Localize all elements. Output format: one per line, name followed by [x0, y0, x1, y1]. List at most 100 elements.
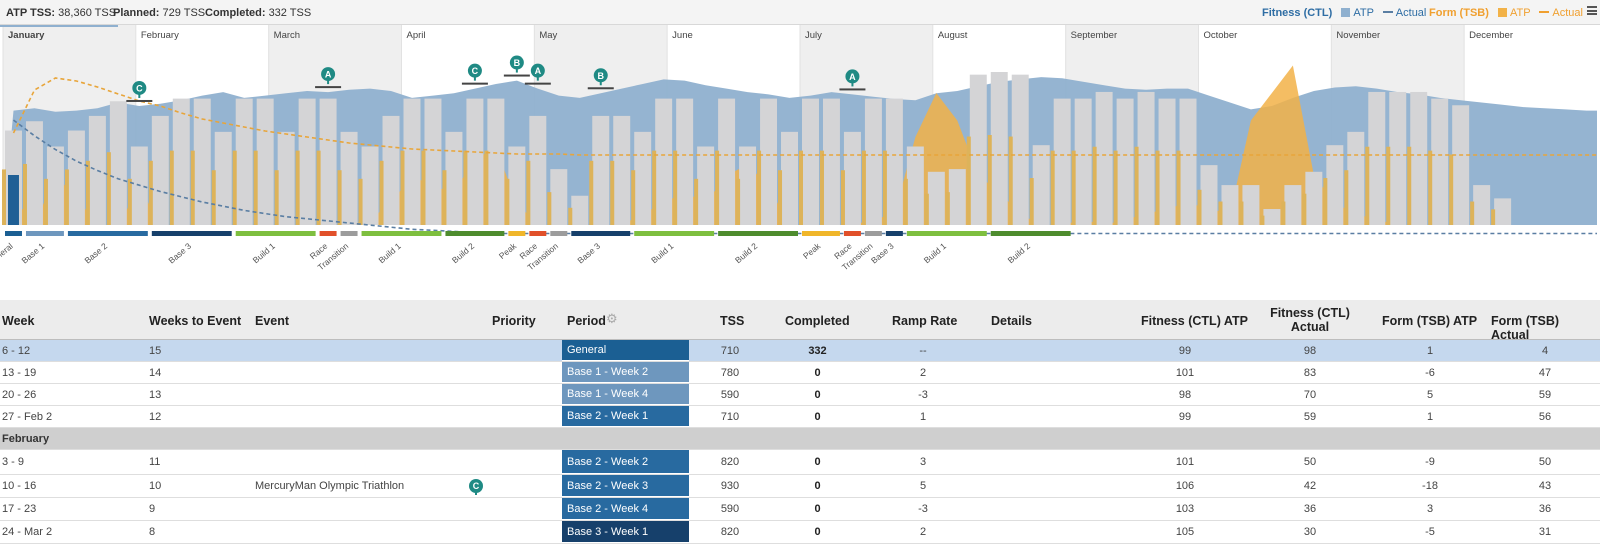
cell-ctl-actual: 83 [1303, 366, 1317, 379]
table-row[interactable]: 10 - 16 10 MercuryMan Olympic Triathlon 930… [0, 475, 1600, 498]
week-tsb-bar [316, 150, 321, 225]
week-tsb-bar [1050, 150, 1055, 225]
header-tsb-atp[interactable]: Form (TSB) ATP [1382, 314, 1478, 328]
week-tsb-bar [505, 178, 510, 225]
cell-period[interactable]: Base 1 - Week 4 [562, 384, 689, 405]
cell-period[interactable]: General [562, 340, 689, 361]
event-priority-label: C [136, 83, 143, 93]
month-group-row[interactable]: February [0, 428, 1600, 450]
week-tss-bar [298, 98, 316, 225]
header-tss[interactable]: TSS [720, 314, 745, 328]
week-tss-bar [1389, 91, 1407, 226]
header-week[interactable]: Week [2, 314, 35, 328]
cell-ramp: -3 [918, 388, 928, 401]
cell-weeks-to-event: 13 [149, 388, 162, 401]
period-strip-segment [151, 231, 232, 236]
event-marker-base [524, 82, 551, 85]
week-tsb-bar [736, 178, 741, 225]
week-tss-bar [592, 115, 610, 225]
header-ctl-actual[interactable]: Fitness (CTL) Actual [1268, 306, 1352, 334]
month-label: April [407, 30, 426, 41]
week-tss-bar [1242, 185, 1260, 225]
period-strip-label: Base 3 [869, 241, 896, 266]
summary-bar: ATP TSS: 38,360 TSS Planned: 729 TSS Com… [0, 0, 1600, 25]
week-tsb-bar [1302, 193, 1307, 225]
week-tss-bar [697, 146, 715, 225]
month-label: March [274, 30, 300, 41]
week-tsb-bar [966, 136, 971, 225]
cell-period[interactable]: Base 2 - Week 1 [562, 406, 689, 427]
cell-ctl-actual: 30 [1303, 526, 1317, 538]
table-row[interactable]: 27 - Feb 2 12 710 0 1 99 59 1 56 Base 2 - Week 1 [0, 406, 1600, 428]
event-priority-label: B [598, 71, 605, 81]
week-tss-bar [1095, 91, 1113, 226]
header-period[interactable]: Period [567, 314, 606, 328]
fitness-atp-legend: ATP [1353, 7, 1374, 19]
cell-ctl-atp: 105 [1175, 526, 1195, 538]
week-tsb-bar [631, 170, 636, 225]
week-tsb-bar [840, 170, 845, 225]
week-tss-bar [969, 74, 987, 225]
table-row[interactable]: 20 - 26 13 590 0 -3 98 70 5 59 Base 1 - Week 4 [0, 384, 1600, 406]
cell-ramp: 2 [919, 526, 927, 538]
week-tss-bar [1179, 98, 1197, 225]
week-tss-bar [46, 146, 64, 225]
header-details[interactable]: Details [991, 314, 1032, 328]
cell-period[interactable]: Base 2 - Week 4 [562, 498, 689, 520]
week-tsb-bar [421, 150, 426, 225]
priority-trophy-icon: C [469, 479, 483, 495]
period-strip-segment [340, 231, 358, 236]
chart-menu-icon[interactable] [1587, 6, 1597, 15]
event-trophy-icon [467, 63, 482, 78]
fitness-legend[interactable]: Fitness (CTL) ATP Actual [1262, 7, 1426, 19]
header-weeks-to-event[interactable]: Weeks to Event [149, 314, 242, 328]
cell-completed: 0 [814, 503, 821, 515]
week-tsb-bar [610, 160, 615, 225]
week-tsb-bar [1260, 215, 1265, 225]
cell-period[interactable]: Base 2 - Week 3 [562, 475, 689, 497]
period-strip-segment [361, 231, 442, 236]
cell-tsb-atp: 1 [1426, 410, 1434, 423]
table-row[interactable]: 3 - 9 11 820 0 3 101 50 -9 50 Base 2 - Week 2 [0, 450, 1600, 475]
event-marker-base [587, 87, 614, 90]
table-row[interactable]: 17 - 23 9 590 0 -3 103 36 3 36 Base 2 - Week 4 [0, 498, 1600, 521]
header-ramp-rate[interactable]: Ramp Rate [892, 314, 958, 328]
planned-value: 729 TSS [162, 7, 206, 19]
header-priority[interactable]: Priority [492, 314, 536, 328]
cell-week: 6 - 12 [2, 344, 31, 357]
table-row[interactable]: 13 - 19 14 780 0 2 101 83 -6 47 Base 1 - Week 2 [0, 362, 1600, 384]
event-priority-label: B [514, 58, 521, 68]
period-strip-segment [906, 231, 987, 236]
header-event[interactable]: Event [255, 314, 290, 328]
week-tss-bar [1116, 98, 1134, 225]
form-legend[interactable]: Form (TSB) ATP Actual [1429, 7, 1583, 19]
week-tsb-bar [1134, 146, 1139, 225]
week-tsb-bar [64, 169, 69, 225]
week-tsb-bar [1449, 154, 1454, 225]
period-strip-segment [885, 231, 903, 236]
table-row[interactable]: 6 - 12 15 710 332 -- 99 98 1 4 General [0, 340, 1600, 362]
cell-period[interactable]: Base 3 - Week 1 [562, 521, 689, 543]
cell-tsb-actual: 50 [1538, 456, 1552, 468]
week-tsb-bar [1281, 201, 1286, 225]
event-trophy-icon [132, 80, 147, 95]
header-ctl-atp[interactable]: Fitness (CTL) ATP [1141, 314, 1248, 328]
week-tss-bar [550, 169, 568, 225]
period-strip-label: Build 1 [376, 241, 403, 266]
cell-ctl-atp: 101 [1175, 366, 1195, 379]
header-tsb-actual[interactable]: Form (TSB) Actual [1491, 314, 1560, 342]
period-settings-gear-icon[interactable]: ⚙ [606, 311, 618, 326]
cell-period[interactable]: Base 1 - Week 2 [562, 362, 689, 383]
event-priority-label: A [849, 72, 856, 82]
completed-summary: Completed: 332 TSS [205, 7, 311, 19]
week-tsb-bar [1491, 209, 1496, 225]
cell-period[interactable]: Base 2 - Week 2 [562, 450, 689, 474]
table-row[interactable]: 24 - Mar 2 8 820 0 2 105 30 -5 31 Base 3 - Week 1 [0, 521, 1600, 544]
event-trophy-stem [138, 93, 141, 98]
week-tss-bar [403, 98, 421, 225]
header-completed[interactable]: Completed [785, 314, 850, 328]
cell-week: 3 - 9 [2, 456, 25, 468]
cell-ramp: 3 [919, 456, 927, 468]
planned-summary: Planned: 729 TSS [113, 7, 205, 19]
cell-tsb-actual: 59 [1538, 388, 1552, 401]
